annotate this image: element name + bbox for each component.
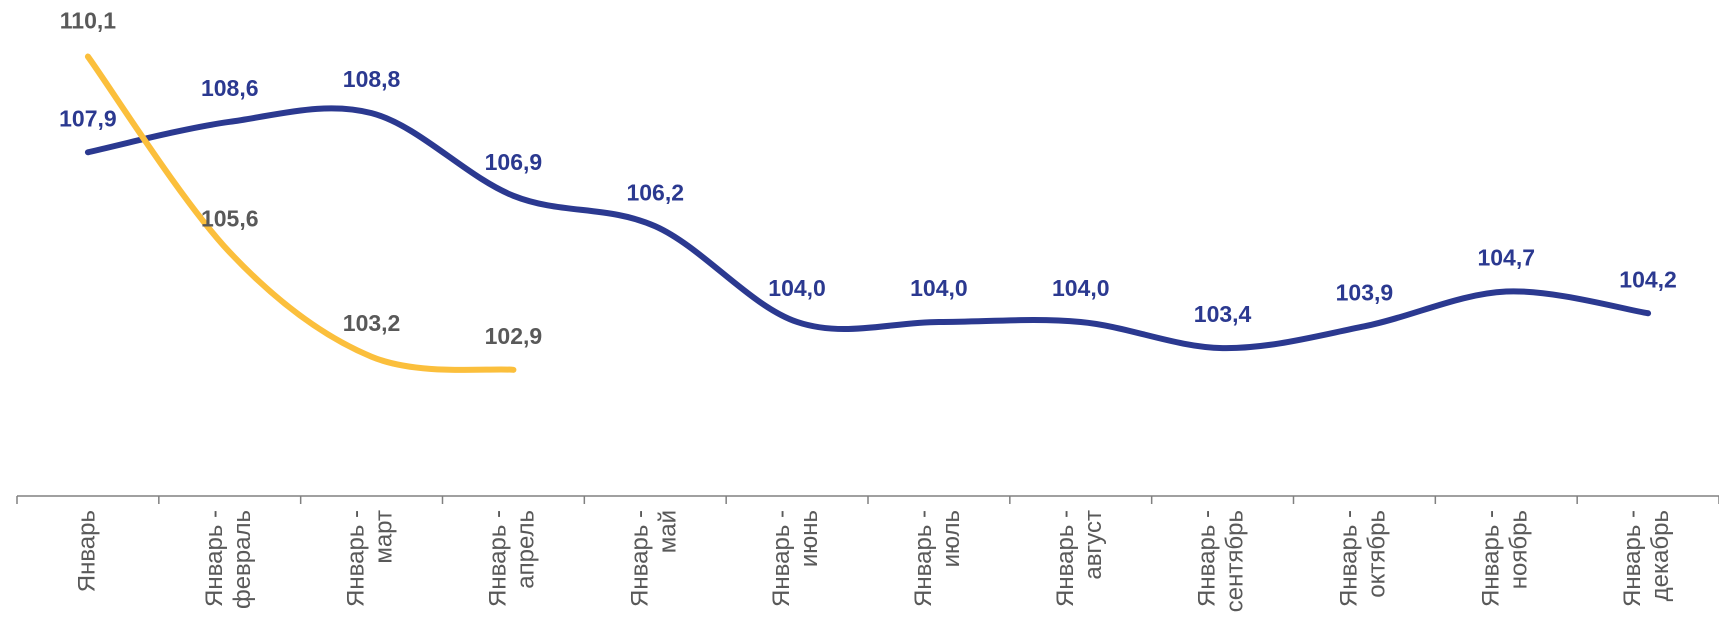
data-label: 105,6: [201, 205, 259, 231]
x-tick-label: Январь -ноябрь: [1478, 510, 1533, 607]
data-label: 103,4: [1194, 301, 1252, 327]
data-label: 103,2: [343, 310, 401, 336]
data-label: 107,9: [59, 105, 117, 131]
data-label: 106,9: [485, 149, 543, 175]
x-tick-label: Январь -май: [627, 510, 682, 607]
data-label: 108,6: [201, 75, 259, 101]
x-tick-label: Январь -апрель: [485, 510, 540, 607]
x-tick-label: Январь -август: [1052, 510, 1107, 607]
data-label: 108,8: [343, 66, 401, 92]
x-tick-label: Январь -декабрь: [1619, 510, 1674, 607]
x-tick-label: Январь -октябрь: [1336, 510, 1391, 607]
data-label: 104,0: [768, 275, 826, 301]
data-label: 102,9: [485, 323, 543, 349]
x-tick-label: Январь: [73, 510, 100, 592]
data-label: 104,0: [1052, 275, 1110, 301]
data-label: 110,1: [60, 8, 116, 34]
x-tick-label: Январь -июнь: [768, 510, 823, 607]
data-label: 104,2: [1619, 266, 1677, 292]
x-tick-label: Январь -сентябрь: [1194, 510, 1249, 612]
series-line: [84, 53, 517, 373]
data-label: 103,9: [1336, 279, 1394, 305]
data-label: 104,7: [1477, 245, 1535, 271]
series-line: [84, 105, 1652, 352]
x-tick-label: Январь -март: [343, 510, 398, 607]
x-tick-label: Январь -февраль: [201, 510, 256, 609]
data-label: 104,0: [910, 275, 968, 301]
x-tick-label: Январь -июль: [910, 510, 965, 607]
data-label: 106,2: [626, 179, 684, 205]
